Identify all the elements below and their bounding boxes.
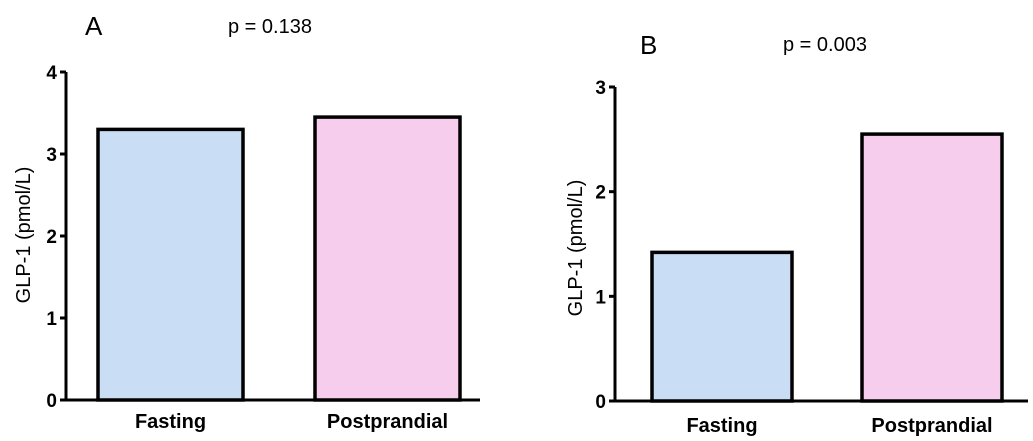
x-category-label: Fasting (686, 415, 757, 437)
p-value-annotation: p = 0.138 (228, 16, 312, 38)
x-category-label: Postprandial (871, 415, 992, 437)
bar-fasting (96, 127, 245, 402)
y-tick-label: 1 (46, 309, 57, 330)
y-tick-label: 4 (46, 63, 57, 84)
panel-label: B (640, 30, 657, 60)
y-tick-label: 0 (46, 391, 57, 412)
y-axis-label: GLP-1 (pmol/L) (13, 167, 35, 304)
bar-fasting (650, 250, 794, 403)
bar-postprandial (860, 132, 1004, 403)
p-value-annotation: p = 0.003 (783, 34, 867, 56)
y-tick-label: 2 (46, 227, 57, 248)
y-tick-label: 3 (46, 145, 57, 166)
y-tick-label: 1 (595, 287, 606, 308)
bar-postprandial (313, 115, 462, 402)
x-category-label: Postprandial (327, 411, 448, 433)
panel-label: A (85, 11, 103, 41)
y-axis-label: GLP-1 (pmol/L) (565, 180, 587, 317)
panel-b: B p = 0.003 GLP-1 (pmol/L) 0 1 2 3 Fasting Po… (565, 30, 1028, 437)
y-tick-label: 0 (595, 392, 606, 413)
panel-a: A p = 0.138 GLP-1 (pmol/L) 0 1 2 3 4 Fasting P… (13, 11, 480, 433)
y-tick-label: 2 (595, 183, 606, 204)
x-category-label: Fasting (135, 411, 206, 433)
y-tick-label: 3 (595, 78, 606, 99)
